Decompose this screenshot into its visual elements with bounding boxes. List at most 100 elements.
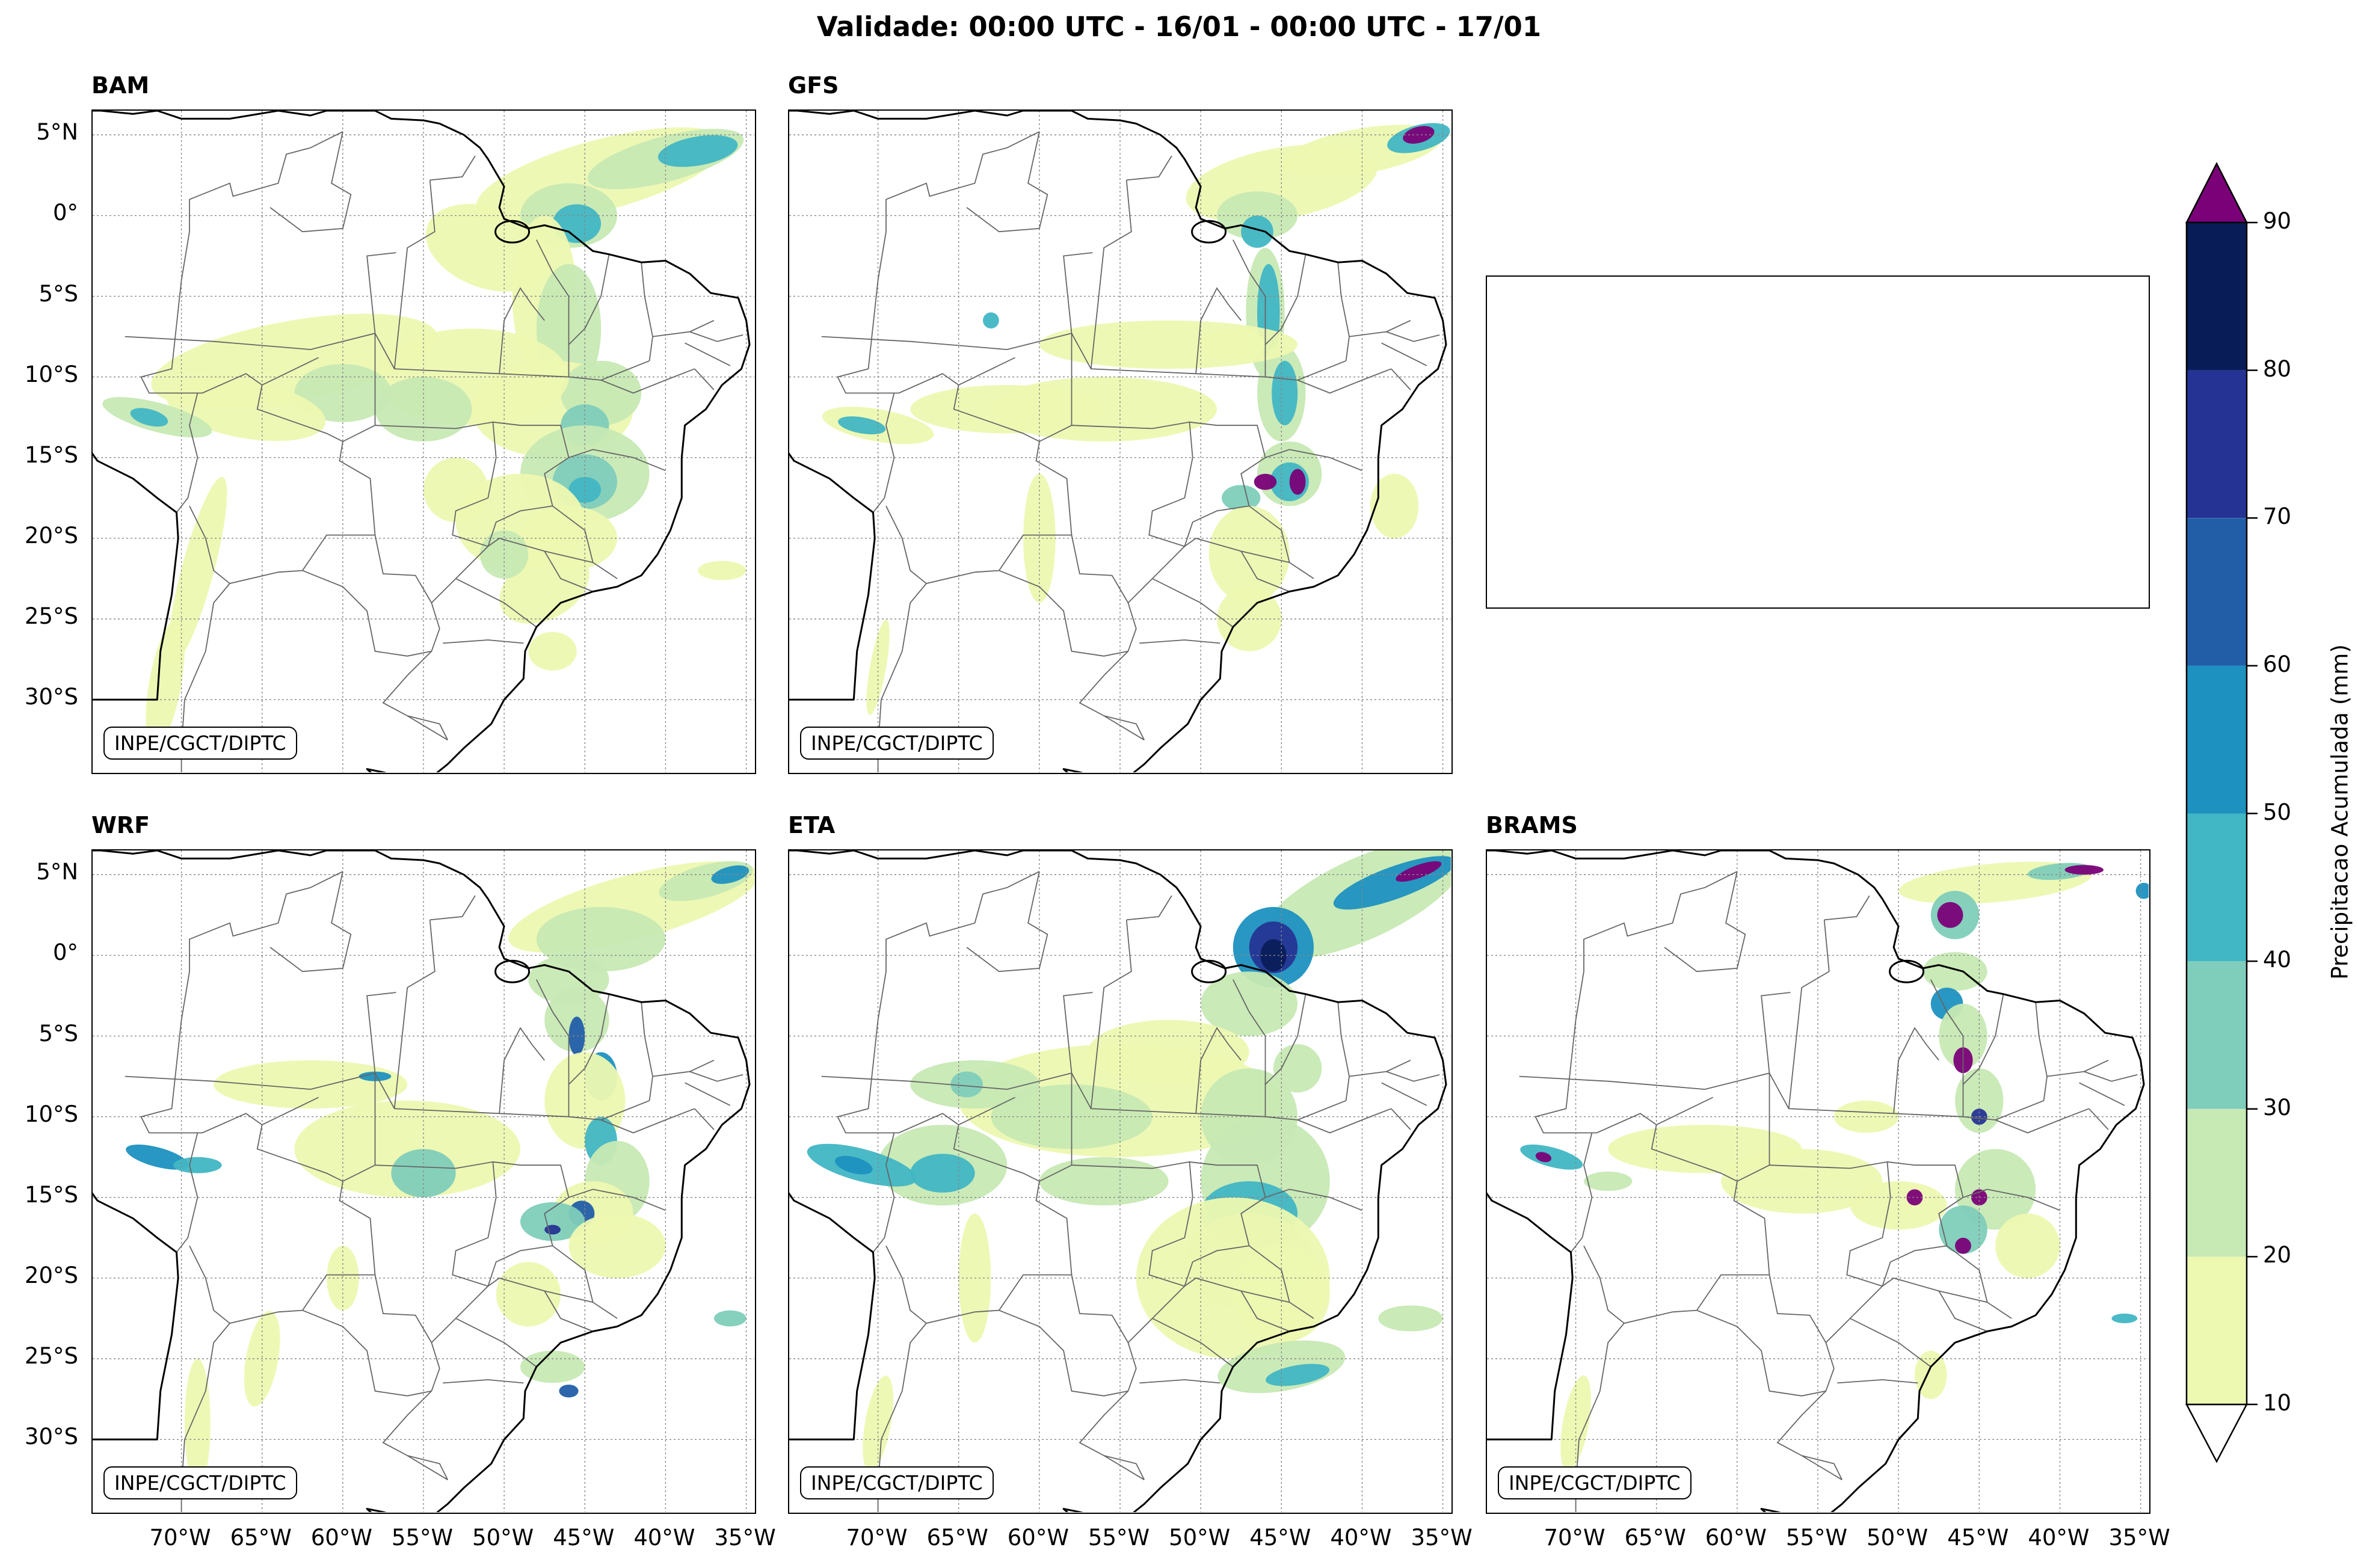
border-line [1938,1290,1988,1332]
precip-blob [835,1155,873,1175]
precip-blob [1254,473,1277,490]
border-line [302,1309,432,1397]
marajo-island [1191,220,1227,244]
precip-blob [1922,952,1987,991]
latitude-tick-label: 25°S [24,603,78,630]
precip-blob [1915,1350,1947,1400]
border-line [302,570,432,657]
panel-title-gfs: GFS [788,72,839,99]
border-line [1063,252,1093,334]
border-line [2079,1082,2125,1106]
precip-blob [1403,126,1435,144]
longitude-tick-label: 45°W [553,1525,615,1551]
border-line [872,393,895,513]
longitude-tick-label: 50°W [1867,1525,1929,1551]
border-line [1962,994,2004,1085]
border-line [689,1071,743,1082]
credit-box: INPE/CGCT/DIPTC [1498,1466,1692,1499]
precip-blob [214,1060,408,1109]
border-line [1184,1161,1266,1287]
latitude-tick-label: 0° [52,939,78,966]
precip-blob [1396,861,1442,882]
border-line [189,1245,230,1324]
border-line [1071,1161,1193,1343]
latitude-tick-label: 30°S [24,684,78,710]
colorbar-segment [2187,813,2247,962]
colorbar-segment [2187,370,2247,518]
precip-blob [1520,1144,1583,1170]
border-line [652,1059,715,1077]
border-line [262,357,319,386]
border-line [176,1133,199,1253]
border-line [652,319,715,337]
latitude-tick-label: 10°S [24,1101,78,1127]
map-wrf [93,850,754,1512]
latitude-tick-label: 5°N [36,859,78,885]
border-line [685,342,731,366]
latitude-tick-label: 20°S [24,522,78,549]
precip-blob [1260,939,1287,972]
coastline [789,111,1447,772]
border-line [455,1318,537,1368]
longitude-tick-label: 60°W [1705,1525,1767,1551]
latitude-tick-label: 10°S [24,361,78,387]
border-line [1882,1161,1964,1287]
border-line [966,871,1048,973]
border-line [1570,1133,1593,1253]
colorbar-tick-label: 70 [2263,503,2292,530]
border-line [568,994,610,1085]
colorbar-tick-label: 10 [2263,1390,2292,1416]
map-panel-wrf: INPE/CGCT/DIPTC [91,849,756,1514]
precip-blob [1370,473,1419,538]
precip-blob [1937,902,1963,928]
border-line [1265,1188,1362,1211]
precip-blob [568,1016,585,1056]
border-line [393,920,436,1109]
border-line [140,280,448,741]
longitude-tick-label: 65°W [926,1525,988,1551]
border-line [1184,1277,1290,1303]
marajo-island [1191,959,1227,983]
precip-blob [1201,971,1298,1036]
graticule [789,111,1451,772]
precip-blob [1222,485,1261,511]
border-line [1195,1027,1242,1114]
precip-blob [910,1154,975,1193]
border-line [499,287,545,374]
precip-blob [1241,215,1273,248]
border-line [1139,639,1221,644]
longitude-tick-label: 70°W [149,1525,211,1551]
border-line [958,1096,1015,1125]
border-line [568,449,666,472]
longitude-tick-label: 70°W [1544,1525,1605,1551]
border-line [600,1108,695,1134]
precip-blob [1201,328,1266,361]
precip-blob [1584,1171,1633,1191]
border-line [487,1161,570,1287]
latitude-tick-label: 5°S [38,280,78,307]
longitude-tick-label: 45°W [1947,1525,2009,1551]
colorbar-segment [2187,1108,2247,1257]
border-line [1391,368,1411,390]
border-line [1232,239,1266,377]
border-line [1788,920,1830,1109]
border-line [600,368,695,394]
border-line [1264,994,1307,1085]
border-line [1386,1071,1440,1082]
border-line [180,871,343,1020]
border-line [999,570,1128,657]
border-line [1090,920,1132,1109]
colorbar-tick-label: 50 [2263,799,2292,825]
border-line [180,131,343,280]
marajo-island [494,959,531,983]
panel-title-eta: ETA [788,812,836,838]
border-line [1249,1245,1314,1319]
border-line [641,1002,653,1101]
border-line [140,1019,448,1481]
colorbar [2185,162,2258,1463]
precip-blob [130,408,168,427]
longitude-tick-label: 50°W [472,1525,534,1551]
border-line [877,534,1072,772]
precip-blob [1208,506,1290,603]
border-line [1249,505,1314,579]
